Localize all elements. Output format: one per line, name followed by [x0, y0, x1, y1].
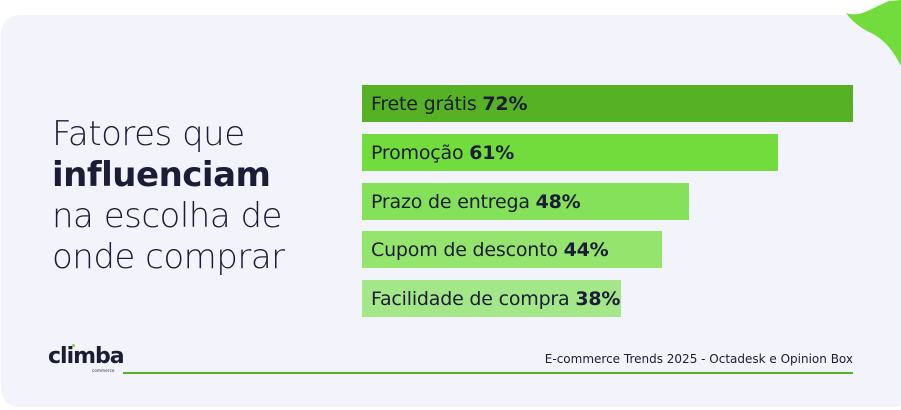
bar-row: Frete grátis 72%	[362, 85, 853, 122]
title-line-3: na escolha de	[52, 196, 282, 236]
bar-row: Prazo de entrega 48%	[362, 183, 689, 220]
logo-subtitle: commerce	[92, 368, 115, 373]
bar-label: Prazo de entrega	[371, 190, 530, 213]
bar-row: Promoção 61%	[362, 134, 778, 171]
bar-fill	[362, 231, 662, 268]
bar-label: Cupom de desconto	[371, 238, 558, 261]
bar-label: Facilidade de compra	[371, 287, 570, 310]
bar-value: 48%	[535, 190, 581, 213]
decorative-flag-shape	[846, 0, 901, 66]
bar-fill	[362, 183, 689, 220]
source-credit: E-commerce Trends 2025 - Octadesk e Opin…	[544, 352, 853, 366]
bar-fill	[362, 134, 778, 171]
bar-row: Cupom de desconto 44%	[362, 231, 662, 268]
bar-fill	[362, 280, 621, 317]
title-line-1: Fatores que	[52, 114, 245, 154]
bar-value: 38%	[575, 287, 621, 310]
bar-value: 61%	[469, 141, 515, 164]
title-line-2-bold: influenciam	[52, 155, 271, 195]
bar-fill	[362, 85, 853, 122]
bar-value: 72%	[482, 92, 528, 115]
bar-label: Frete grátis	[371, 92, 477, 115]
bar-row: Facilidade de compra 38%	[362, 280, 621, 317]
logo-accent-dot	[72, 344, 75, 347]
bar-value: 44%	[563, 238, 609, 261]
logo-wordmark: climba	[48, 344, 125, 369]
climba-logo: climba commerce	[48, 344, 125, 373]
title-line-4: onde comprar	[52, 237, 285, 277]
footer-divider	[123, 372, 853, 374]
bar-label: Promoção	[371, 141, 464, 164]
page-title: Fatores que influenciam na escolha de on…	[52, 114, 285, 278]
